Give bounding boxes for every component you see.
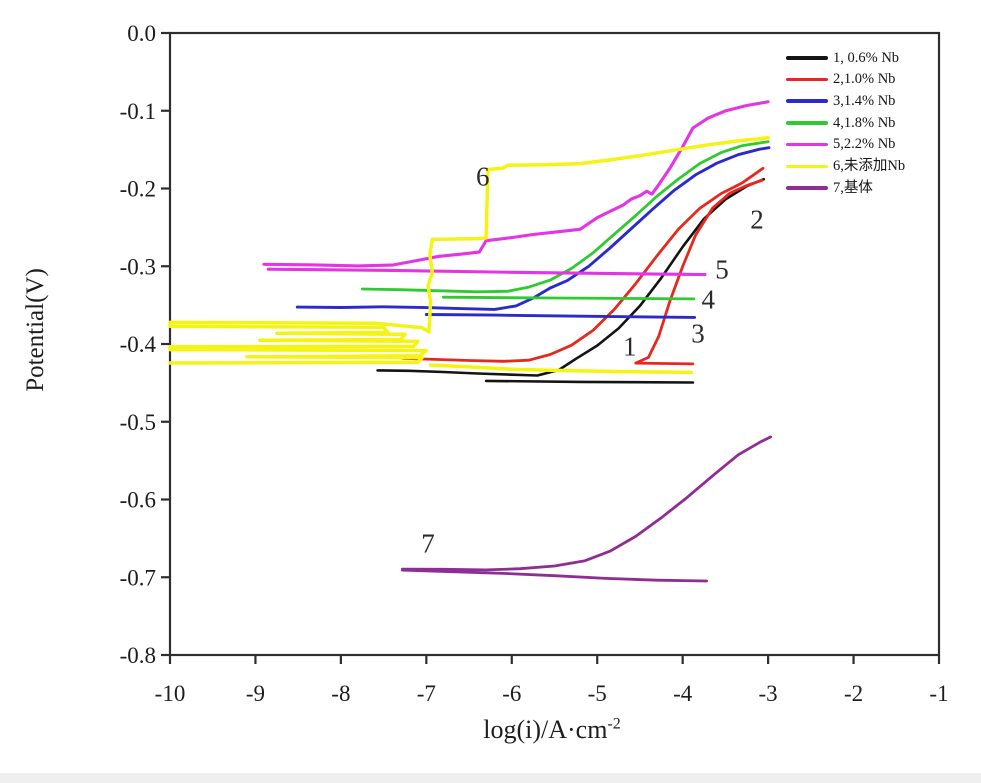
curve-7-branch-1 <box>400 435 773 572</box>
legend-swatch-4 <box>786 121 828 125</box>
x-axis-tick-label: -8 <box>331 681 350 706</box>
x-axis-tick-label: -3 <box>759 681 778 706</box>
y-axis-tick-label: -0.5 <box>120 410 156 435</box>
curve-annotation-1: 1 <box>622 331 637 362</box>
curve-5-branch-2 <box>266 267 707 277</box>
legend-item-1: 1, 0.6% Nb <box>786 47 905 69</box>
legend-item-5: 5,2.2% Nb <box>786 134 905 156</box>
scan-edge-strip <box>0 773 981 783</box>
legend-item-4: 4,1.8% Nb <box>786 112 905 134</box>
legend-label-2: 2,1.0% Nb <box>833 71 896 88</box>
x-axis-tick-label: -7 <box>417 681 436 706</box>
x-axis-tick-label: -9 <box>246 681 265 706</box>
legend-item-6: 6,未添加Nb <box>786 155 905 177</box>
x-axis-tick-label: -10 <box>155 681 186 706</box>
legend-label-7: 7,基体 <box>833 179 873 196</box>
y-axis-tick-label: -0.8 <box>120 643 156 668</box>
y-axis-tick-label: -0.4 <box>120 332 157 357</box>
legend-swatch-7 <box>786 186 828 190</box>
legend-label-3: 3,1.4% Nb <box>833 92 896 109</box>
curve-annotation-4: 4 <box>701 284 716 315</box>
curve-2-branch-1 <box>401 166 765 363</box>
legend-item-2: 2,1.0% Nb <box>786 69 905 91</box>
legend-label-6: 6,未添加Nb <box>833 158 906 175</box>
legend-swatch-6 <box>786 164 828 169</box>
x-axis-tick-label: -4 <box>673 681 693 706</box>
curve-annotation-3: 3 <box>691 318 705 349</box>
y-axis-tick-label: -0.6 <box>120 488 156 513</box>
legend-swatch-5 <box>786 142 828 147</box>
curve-4-branch-2 <box>441 295 696 301</box>
curve-7-branch-2 <box>400 568 708 583</box>
curve-6-branch-2 <box>428 363 693 375</box>
legend-label-5: 5,2.2% Nb <box>833 136 896 153</box>
curve-1-branch-2 <box>484 379 695 384</box>
x-axis-tick-label: -1 <box>929 681 948 706</box>
legend-swatch-2 <box>786 77 828 82</box>
legend-item-7: 7,基体 <box>786 177 905 199</box>
legend-label-4: 4,1.8% Nb <box>833 114 896 131</box>
y-axis-tick-label: -0.3 <box>120 254 156 279</box>
legend-item-3: 3,1.4% Nb <box>786 90 905 112</box>
x-axis-tick-label: -6 <box>502 681 521 706</box>
curve-4-branch-1 <box>360 140 770 294</box>
curve-2-branch-2 <box>634 178 764 366</box>
curve-annotation-2: 2 <box>750 204 764 235</box>
y-axis-tick-label: -0.2 <box>120 177 156 202</box>
curve-5-branch-1 <box>262 100 770 268</box>
curve-annotation-6: 6 <box>475 161 490 192</box>
curve-6-branch-1 <box>168 136 770 365</box>
legend: 1, 0.6% Nb 2,1.0% Nb 3,1.4% Nb 4,1.8% Nb 5,2… <box>786 47 905 199</box>
curve-annotation-5: 5 <box>715 254 729 285</box>
curve-3-branch-2 <box>424 313 697 319</box>
legend-swatch-1 <box>786 56 828 60</box>
y-axis-tick-label: 0.0 <box>127 21 156 46</box>
x-axis-tick-label: -2 <box>844 681 863 706</box>
legend-label-1: 1, 0.6% Nb <box>833 49 900 66</box>
x-axis-tick-label: -5 <box>588 681 607 706</box>
curve-annotation-7: 7 <box>421 528 435 559</box>
y-axis-tick-label: -0.7 <box>120 565 156 590</box>
y-axis-tick-label: -0.1 <box>120 99 156 124</box>
x-axis-title-text: log(i)/A·cm <box>483 715 608 744</box>
x-axis-title: log(i)/A·cm-2 <box>483 715 621 745</box>
legend-swatch-3 <box>786 99 828 103</box>
x-axis-title-superscript: -2 <box>607 715 621 733</box>
y-axis-title: Potential(V) <box>22 268 49 392</box>
